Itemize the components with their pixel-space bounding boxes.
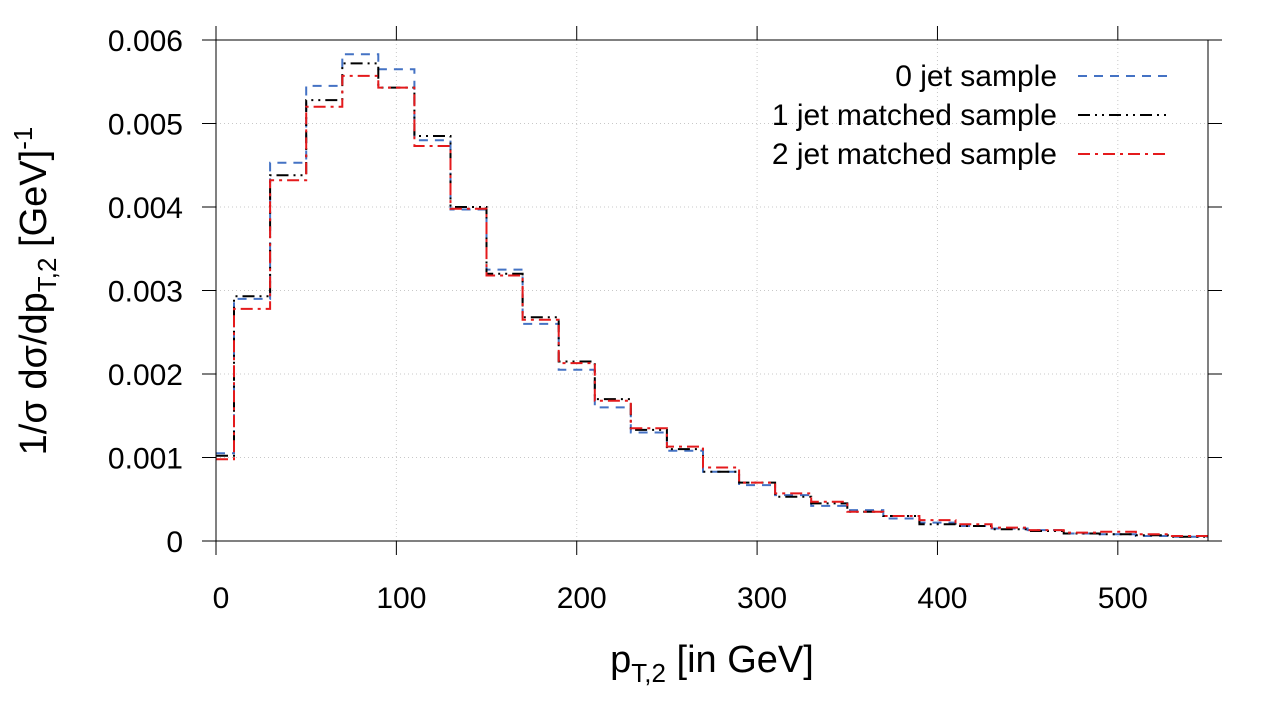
series-layer bbox=[216, 53, 1208, 538]
x-tick-label: 300 bbox=[737, 582, 787, 615]
legend-label-2: 2 jet matched sample bbox=[772, 138, 1057, 171]
y-tick-label: 0.002 bbox=[108, 359, 183, 392]
y-axis-title: 1/σ dσ/dpT,2 [GeV]-1 bbox=[8, 127, 62, 456]
x-tick-label: 200 bbox=[557, 582, 607, 615]
legend-label-0: 0 jet sample bbox=[895, 60, 1057, 93]
y-tick-label: 0.001 bbox=[108, 443, 183, 476]
y-tick-label: 0 bbox=[166, 526, 183, 559]
series-line-2 bbox=[216, 74, 1208, 537]
x-tick-label: 400 bbox=[917, 582, 967, 615]
ticks: 0 0.001 0.002 0.003 0.004 0.005 0.006 0 100 200 30… bbox=[108, 25, 1222, 615]
legend-label-1: 1 jet matched sample bbox=[772, 99, 1057, 132]
x-tick-label: 500 bbox=[1098, 582, 1148, 615]
legend: 0 jet sample 1 jet matched sample 2 jet ma… bbox=[772, 60, 1168, 171]
grid bbox=[216, 40, 1208, 541]
x-tick-label: 100 bbox=[376, 582, 426, 615]
y-tick-label: 0.004 bbox=[108, 192, 183, 225]
y-tick-label: 0.005 bbox=[108, 109, 183, 142]
x-axis-title: pT,2 [in GeV] bbox=[610, 639, 814, 688]
y-tick-label: 0.006 bbox=[108, 25, 183, 58]
series-line-1 bbox=[216, 62, 1208, 538]
y-tick-label: 0.003 bbox=[108, 276, 183, 309]
series-line-0 bbox=[216, 53, 1208, 538]
x-tick-label: 0 bbox=[213, 582, 230, 615]
